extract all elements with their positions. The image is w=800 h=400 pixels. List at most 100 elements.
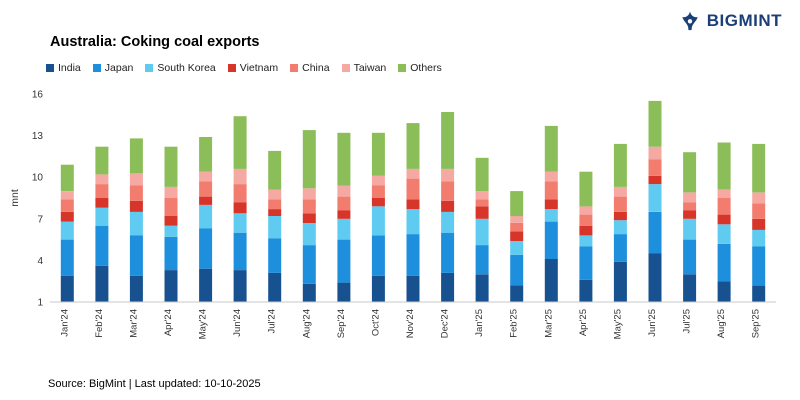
bar-segment-south-korea bbox=[683, 218, 697, 240]
legend-swatch bbox=[92, 64, 101, 72]
x-tick-label: Jan'24 bbox=[59, 309, 70, 337]
chart-plot-area: 1 4 7 10 13 16 mnt Jan'24 Feb'24 Mar'24 Apr'24 May'… bbox=[8, 84, 792, 371]
bar-segment-south-korea bbox=[371, 206, 385, 236]
x-tick-label: Mar'25 bbox=[543, 309, 554, 338]
legend-item-others: Others bbox=[398, 62, 442, 74]
bar-segment-vietnam bbox=[683, 210, 697, 219]
x-tick-label: Aug'25 bbox=[716, 309, 727, 338]
bar-segment-india bbox=[302, 284, 316, 302]
bar-segment-taiwan bbox=[683, 192, 697, 203]
bar-segment-others bbox=[441, 112, 455, 169]
bar-segment-india bbox=[406, 275, 420, 302]
x-tick-label: Sep'25 bbox=[751, 309, 762, 338]
bar-segment-south-korea bbox=[95, 207, 109, 226]
bar-segment-taiwan bbox=[164, 186, 178, 198]
legend-swatch bbox=[398, 64, 407, 72]
bar-segment-japan bbox=[60, 239, 74, 276]
bar-segment-china bbox=[337, 196, 351, 211]
bar-segment-japan bbox=[371, 235, 385, 276]
bar-segment-japan bbox=[579, 246, 593, 280]
bar-segment-others bbox=[579, 171, 593, 207]
bar-segment-india bbox=[510, 285, 524, 302]
bar-segment-china bbox=[579, 214, 593, 226]
legend-swatch bbox=[341, 64, 350, 72]
x-tick-label: Apr'25 bbox=[578, 309, 589, 336]
x-tick-label: Aug'24 bbox=[301, 309, 312, 338]
bar-segment-china bbox=[441, 181, 455, 201]
bar-segment-others bbox=[199, 137, 213, 172]
bar-segment-india bbox=[95, 265, 109, 302]
bar-segment-taiwan bbox=[199, 171, 213, 182]
x-tick-label: Feb'24 bbox=[94, 309, 105, 338]
y-tick-label: 10 bbox=[32, 173, 44, 184]
bar-segment-others bbox=[648, 100, 662, 147]
bar-segment-taiwan bbox=[406, 168, 420, 179]
bar-segment-japan bbox=[268, 238, 282, 273]
bar-segment-vietnam bbox=[613, 211, 627, 221]
bar-segment-vietnam bbox=[475, 206, 489, 219]
legend-label: Taiwan bbox=[353, 62, 387, 74]
bar-segment-china bbox=[406, 178, 420, 200]
bar-segment-china bbox=[752, 203, 766, 219]
bar-segment-japan bbox=[441, 232, 455, 273]
bar-segment-taiwan bbox=[233, 168, 247, 185]
bar-segment-japan bbox=[406, 234, 420, 276]
bar-segment-taiwan bbox=[648, 146, 662, 160]
bar-segment-south-korea bbox=[717, 224, 731, 244]
legend-item-japan: Japan bbox=[92, 62, 133, 74]
bar-segment-japan bbox=[95, 225, 109, 266]
bar-segment-india bbox=[60, 275, 74, 302]
bar-segment-south-korea bbox=[129, 211, 143, 236]
bar-segment-china bbox=[510, 223, 524, 232]
bar-segment-china bbox=[268, 199, 282, 210]
y-tick-label: 4 bbox=[37, 256, 43, 267]
bar-segment-vietnam bbox=[268, 209, 282, 216]
legend-item-taiwan: Taiwan bbox=[341, 62, 387, 74]
bar-segment-others bbox=[717, 142, 731, 190]
bar-segment-taiwan bbox=[302, 188, 316, 200]
bar-segment-india bbox=[475, 274, 489, 302]
bigmint-logo-text: BIGMINT bbox=[706, 11, 782, 30]
bar-segment-others bbox=[268, 150, 282, 190]
bar-segment-vietnam bbox=[441, 200, 455, 212]
bar-segment-taiwan bbox=[717, 189, 731, 198]
x-tick-label: May'24 bbox=[198, 309, 209, 339]
legend-label: Vietnam bbox=[239, 62, 279, 74]
bar-segment-south-korea bbox=[60, 221, 74, 240]
bar-segment-taiwan bbox=[613, 186, 627, 197]
bar-segment-others bbox=[371, 132, 385, 176]
bar-segment-others bbox=[129, 138, 143, 174]
bar-segment-china bbox=[613, 196, 627, 212]
legend-label: China bbox=[302, 62, 330, 74]
legend-item-india: India bbox=[46, 62, 81, 74]
x-tick-label: May'25 bbox=[612, 309, 623, 339]
legend-label: South Korea bbox=[157, 62, 216, 74]
bar-segment-south-korea bbox=[337, 218, 351, 240]
bar-segment-japan bbox=[164, 236, 178, 271]
bar-segment-others bbox=[510, 191, 524, 217]
bar-segment-vietnam bbox=[648, 175, 662, 185]
y-tick-label: 13 bbox=[32, 131, 44, 142]
bar-segment-china bbox=[95, 184, 109, 198]
bar-segment-others bbox=[406, 123, 420, 169]
bar-segment-japan bbox=[337, 239, 351, 283]
bar-segment-south-korea bbox=[752, 229, 766, 247]
y-tick-label: 7 bbox=[37, 214, 43, 225]
bar-segment-india bbox=[752, 285, 766, 302]
bar-segment-japan bbox=[199, 228, 213, 269]
bar-segment-india bbox=[233, 270, 247, 302]
bar-segment-taiwan bbox=[371, 175, 385, 186]
bar-segment-vietnam bbox=[233, 202, 247, 214]
x-tick-label: Apr'24 bbox=[163, 309, 174, 336]
bar-segment-china bbox=[233, 184, 247, 203]
bar-segment-south-korea bbox=[544, 209, 558, 222]
bar-segment-china bbox=[199, 181, 213, 197]
bar-segment-japan bbox=[717, 243, 731, 282]
bar-segment-vietnam bbox=[406, 199, 420, 210]
bar-segment-south-korea bbox=[510, 241, 524, 255]
bar-segment-india bbox=[199, 268, 213, 302]
bar-segment-vietnam bbox=[164, 216, 178, 226]
bar-segment-japan bbox=[233, 232, 247, 271]
bar-segment-india bbox=[337, 282, 351, 302]
